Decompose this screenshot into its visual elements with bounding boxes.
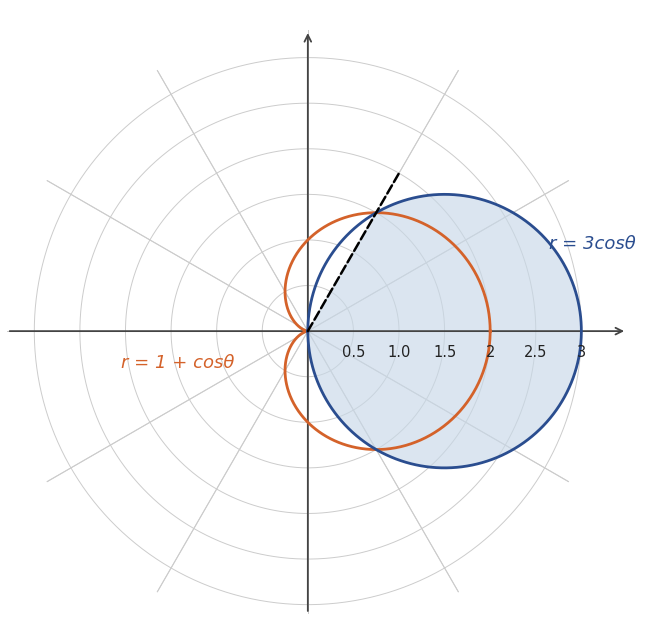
Polygon shape [308,173,581,468]
Text: 0.5: 0.5 [342,345,365,360]
Text: r = 1 + cosθ: r = 1 + cosθ [121,354,235,372]
Text: 1.0: 1.0 [388,345,411,360]
Text: 1.5: 1.5 [433,345,456,360]
Text: 3: 3 [577,345,586,360]
Text: 2.5: 2.5 [524,345,547,360]
Text: 2: 2 [486,345,495,360]
Text: r = 3cosθ: r = 3cosθ [549,236,636,254]
